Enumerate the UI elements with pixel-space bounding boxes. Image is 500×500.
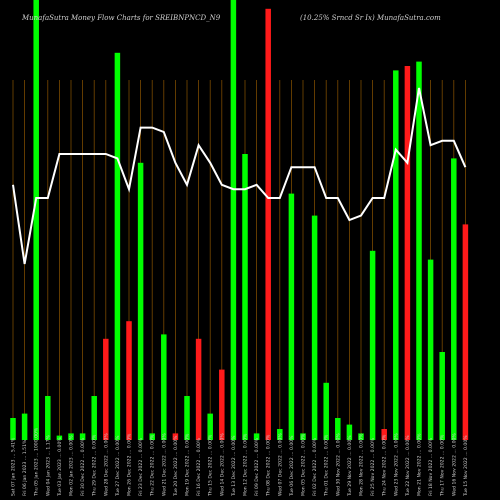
x-tick-label: Tue 29 Nov 2022 ... 0.00%: [347, 435, 353, 497]
x-tick-label: Wed 28 Dec 2022 ... 0.00%: [103, 433, 109, 496]
x-tick-label: Thu 22 Dec 2022 ... 0.00%: [150, 434, 156, 497]
bar: [346, 424, 353, 440]
bar: [404, 66, 411, 440]
bar: [288, 193, 295, 440]
bar: [381, 429, 387, 440]
x-tick-label: Mon 05 Dec 2022 ... 0.00%: [301, 433, 307, 496]
x-tick-label: Wed 23 Nov 2022 ... 0.00%: [393, 433, 399, 496]
bar: [265, 8, 271, 441]
x-tick-label: Wed 04 Jan 2023 ... 1.17%: [45, 434, 51, 496]
bar: [103, 338, 109, 440]
x-tick-label: Fri 30 Dec 2022 ... 0.00%: [80, 437, 86, 496]
bar: [10, 418, 16, 440]
bar: [242, 154, 248, 440]
x-tick-label: Thu 29 Dec 2022 ... 0.00%: [92, 434, 98, 497]
x-tick-label: Thu 08 Dec 2022 ... 0.00%: [266, 434, 272, 497]
bar: [427, 259, 434, 440]
bar: [126, 321, 132, 440]
x-tick-label: Tue 06 Dec 2022 ... 0.00%: [289, 435, 295, 497]
x-tick-label: Mon 12 Dec 2022 ... 0.00%: [243, 433, 249, 496]
bar: [323, 382, 329, 440]
x-tick-label: Wed 16 Nov 2022 ... 0.00%: [451, 433, 457, 496]
bar: [149, 433, 155, 440]
x-tick-label: Wed 21 Dec 2022 ... 0.00%: [161, 433, 167, 496]
x-tick-label: Mon 02 Jan 2023 ... 0.00%: [69, 435, 75, 496]
bar: [161, 334, 167, 440]
money-flow-line: [12, 87, 467, 265]
x-tick-label: Wed 07 Dec 2022 ... 0.00%: [277, 433, 283, 496]
bar: [137, 162, 144, 441]
x-tick-label: Mon 21 Nov 2022 ... 0.00%: [417, 433, 423, 496]
bar: [56, 435, 63, 440]
bar: [207, 413, 213, 440]
x-tick-label: Tue 22 Nov 2022 ... 0.00%: [405, 435, 411, 497]
bar: [393, 70, 399, 441]
x-tick-label: Tue 15 Nov 2022 ... 0.00%: [463, 435, 469, 497]
x-tick-label: Fri 25 Nov 2022 ... 0.00%: [370, 437, 376, 496]
bar: [277, 429, 283, 440]
bar: [358, 433, 364, 440]
x-tick-label: Thu 01 Dec 2022 ... 0.00%: [324, 434, 330, 497]
bar: [311, 215, 318, 440]
bar: [451, 158, 457, 440]
bar: [91, 396, 97, 440]
x-tick-label: Fri 02 Dec 2022 ... 0.00%: [312, 437, 318, 496]
x-tick-label: Fri 16 Dec 2022 ... 0.00%: [196, 437, 202, 496]
x-tick-label: Mon 26 Dec 2022 ... 0.00%: [127, 433, 133, 496]
chart-subtitle: (10.25% Srncd Sr Ix) MunafaSutra.com: [300, 14, 441, 22]
x-tick-label: Thu 17 Nov 2022 ... 0.00%: [440, 434, 446, 497]
volume-bars: [10, 0, 469, 441]
x-tick-label: Fri 18 Nov 2022 ... 0.00%: [428, 437, 434, 496]
x-tick-label: Tue 03 Jan 2023 ... 0.00%: [57, 437, 63, 497]
x-tick-label: Tue 20 Dec 2022 ... 0.00%: [173, 435, 179, 497]
x-tick-label: Fri 09 Dec 2022 ... 0.00%: [254, 437, 260, 496]
bar: [195, 338, 202, 440]
bar: [68, 433, 74, 440]
x-tick-label: Thu 24 Nov 2022 ... 0.00%: [382, 434, 388, 497]
bar: [416, 61, 422, 440]
x-tick-label: Mon 28 Nov 2022 ... 0.00%: [359, 433, 365, 496]
x-tick-label: Thu 05 Jan 2023 ... 1000.00%: [34, 427, 40, 497]
bar: [462, 224, 469, 440]
x-tick-label: Wed 14 Dec 2022 ... 0.00%: [219, 433, 225, 496]
x-tick-label: Fri 06 Jan 2023 ... 1.51%: [22, 439, 28, 496]
bar: [184, 396, 190, 440]
bar: [45, 396, 51, 440]
bar: [33, 0, 39, 440]
x-tick-labels: Sat 07 Jan 2023 ... 5.41% Fri 06 Jan 2023…: [11, 427, 469, 497]
x-tick-label: Mon 19 Dec 2022 ... 0.00%: [185, 433, 191, 496]
bar: [369, 250, 376, 440]
bar: [335, 418, 341, 440]
x-tick-label: Wed 30 Nov 2022 ... 0.00%: [335, 433, 341, 496]
bar: [172, 433, 179, 440]
x-tick-label: Fri 23 Dec 2022 ... 0.00%: [138, 437, 144, 496]
bar: [439, 352, 445, 440]
bar: [114, 52, 121, 441]
bar: [230, 0, 237, 440]
bar: [21, 413, 28, 440]
bar: [300, 433, 306, 440]
bar: [219, 369, 225, 440]
bar: [79, 433, 86, 440]
bar: [253, 433, 260, 440]
x-tick-label: Thu 15 Dec 2022 ... 0.00%: [208, 434, 214, 497]
x-tick-label: Tue 13 Dec 2022 ... 0.00%: [231, 435, 237, 497]
x-tick-label: Tue 27 Dec 2022 ... 0.00%: [115, 435, 121, 497]
chart-title: MunafaSutra Money Flow Charts for SREIBN…: [21, 14, 221, 22]
x-tick-label: Sat 07 Jan 2023 ... 5.41%: [11, 437, 17, 496]
